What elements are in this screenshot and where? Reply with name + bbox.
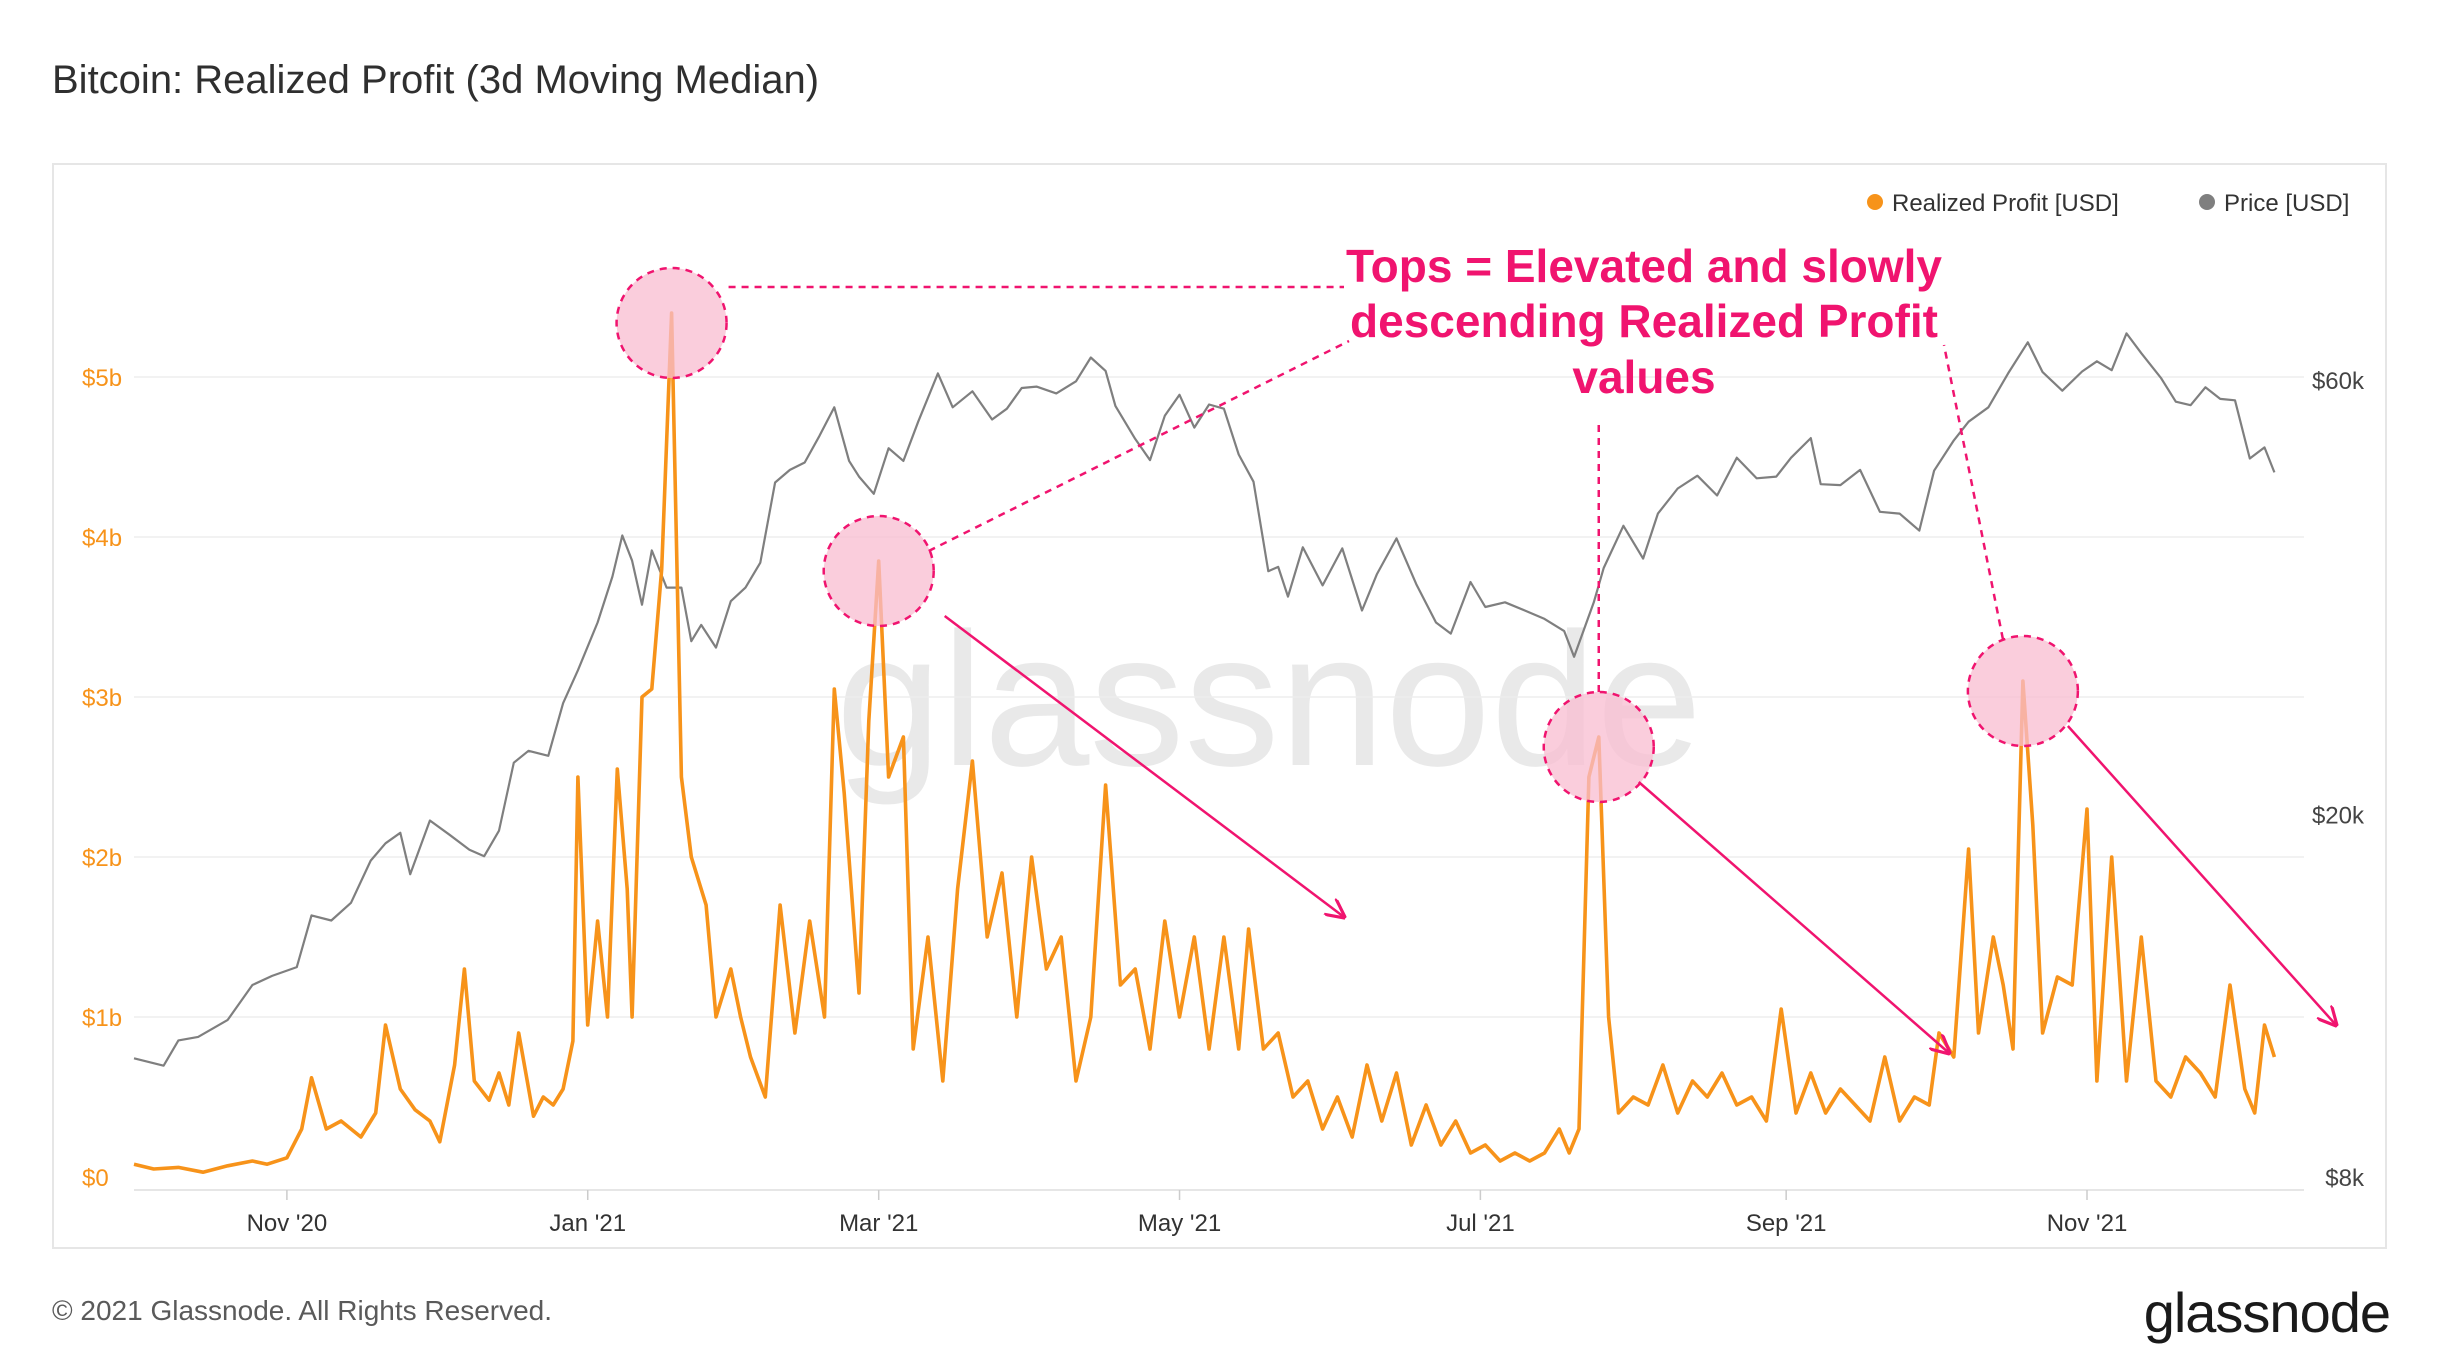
y-left-tick-label: $0	[82, 1165, 109, 1192]
top-circle	[615, 266, 728, 380]
y-left-tick-label: $2b	[82, 845, 122, 872]
top-circle	[1542, 690, 1655, 804]
connector-line	[928, 339, 1350, 553]
y-left-tick-label: $3b	[82, 685, 122, 712]
y-right-tick-label: $8k	[2325, 1165, 2365, 1192]
x-tick-label: Jan '21	[549, 1210, 626, 1237]
price-line	[133, 332, 2276, 1067]
x-tick-label: Jul '21	[1446, 1210, 1515, 1237]
connector-line	[1942, 344, 2005, 640]
top-circle	[822, 514, 935, 628]
annotation-text-line: values	[1572, 351, 1715, 403]
y-left-tick-label: $5b	[82, 365, 122, 392]
y-left-tick-label: $4b	[82, 525, 122, 552]
legend-marker[interactable]	[2199, 194, 2215, 210]
legend-marker[interactable]	[1867, 194, 1883, 210]
annotation-text-line: descending Realized Profit	[1350, 295, 1938, 347]
page-title: Bitcoin: Realized Profit (3d Moving Medi…	[52, 58, 820, 102]
trend-arrow	[2066, 725, 2336, 1025]
trend-arrow	[943, 615, 1344, 917]
realized-profit-line	[133, 311, 2277, 1175]
chart-frame: glassnode $0 $1b $2b $3b $4b $5b $8k $20k $60k No…	[52, 163, 2387, 1249]
y-right-tick-label: $20k	[2312, 803, 2365, 830]
y-right-tick-label: $60k	[2312, 368, 2365, 395]
top-circle	[1966, 634, 2080, 748]
x-tick-label: Nov '21	[2047, 1210, 2128, 1237]
trend-arrow	[1637, 781, 1949, 1053]
x-tick-label: Sep '21	[1746, 1210, 1827, 1237]
annotation-text-line: Tops = Elevated and slowly	[1346, 240, 1942, 292]
legend-item-label: Price [USD]	[2224, 190, 2349, 217]
y-left-tick-label: $1b	[82, 1005, 122, 1032]
legend-item-label: Realized Profit [USD]	[1892, 190, 2119, 217]
footer-copyright: © 2021 Glassnode. All Rights Reserved.	[52, 1295, 553, 1326]
chart-svg: glassnode $0$1b$2b$3b$4b$5b$8k$20k$60kNo…	[82, 190, 2365, 1237]
x-tick-label: Mar '21	[839, 1210, 918, 1237]
glassnode-logo[interactable]: glassnode	[2143, 1281, 2391, 1344]
x-tick-label: Nov '20	[247, 1210, 328, 1237]
x-tick-label: May '21	[1138, 1210, 1221, 1237]
